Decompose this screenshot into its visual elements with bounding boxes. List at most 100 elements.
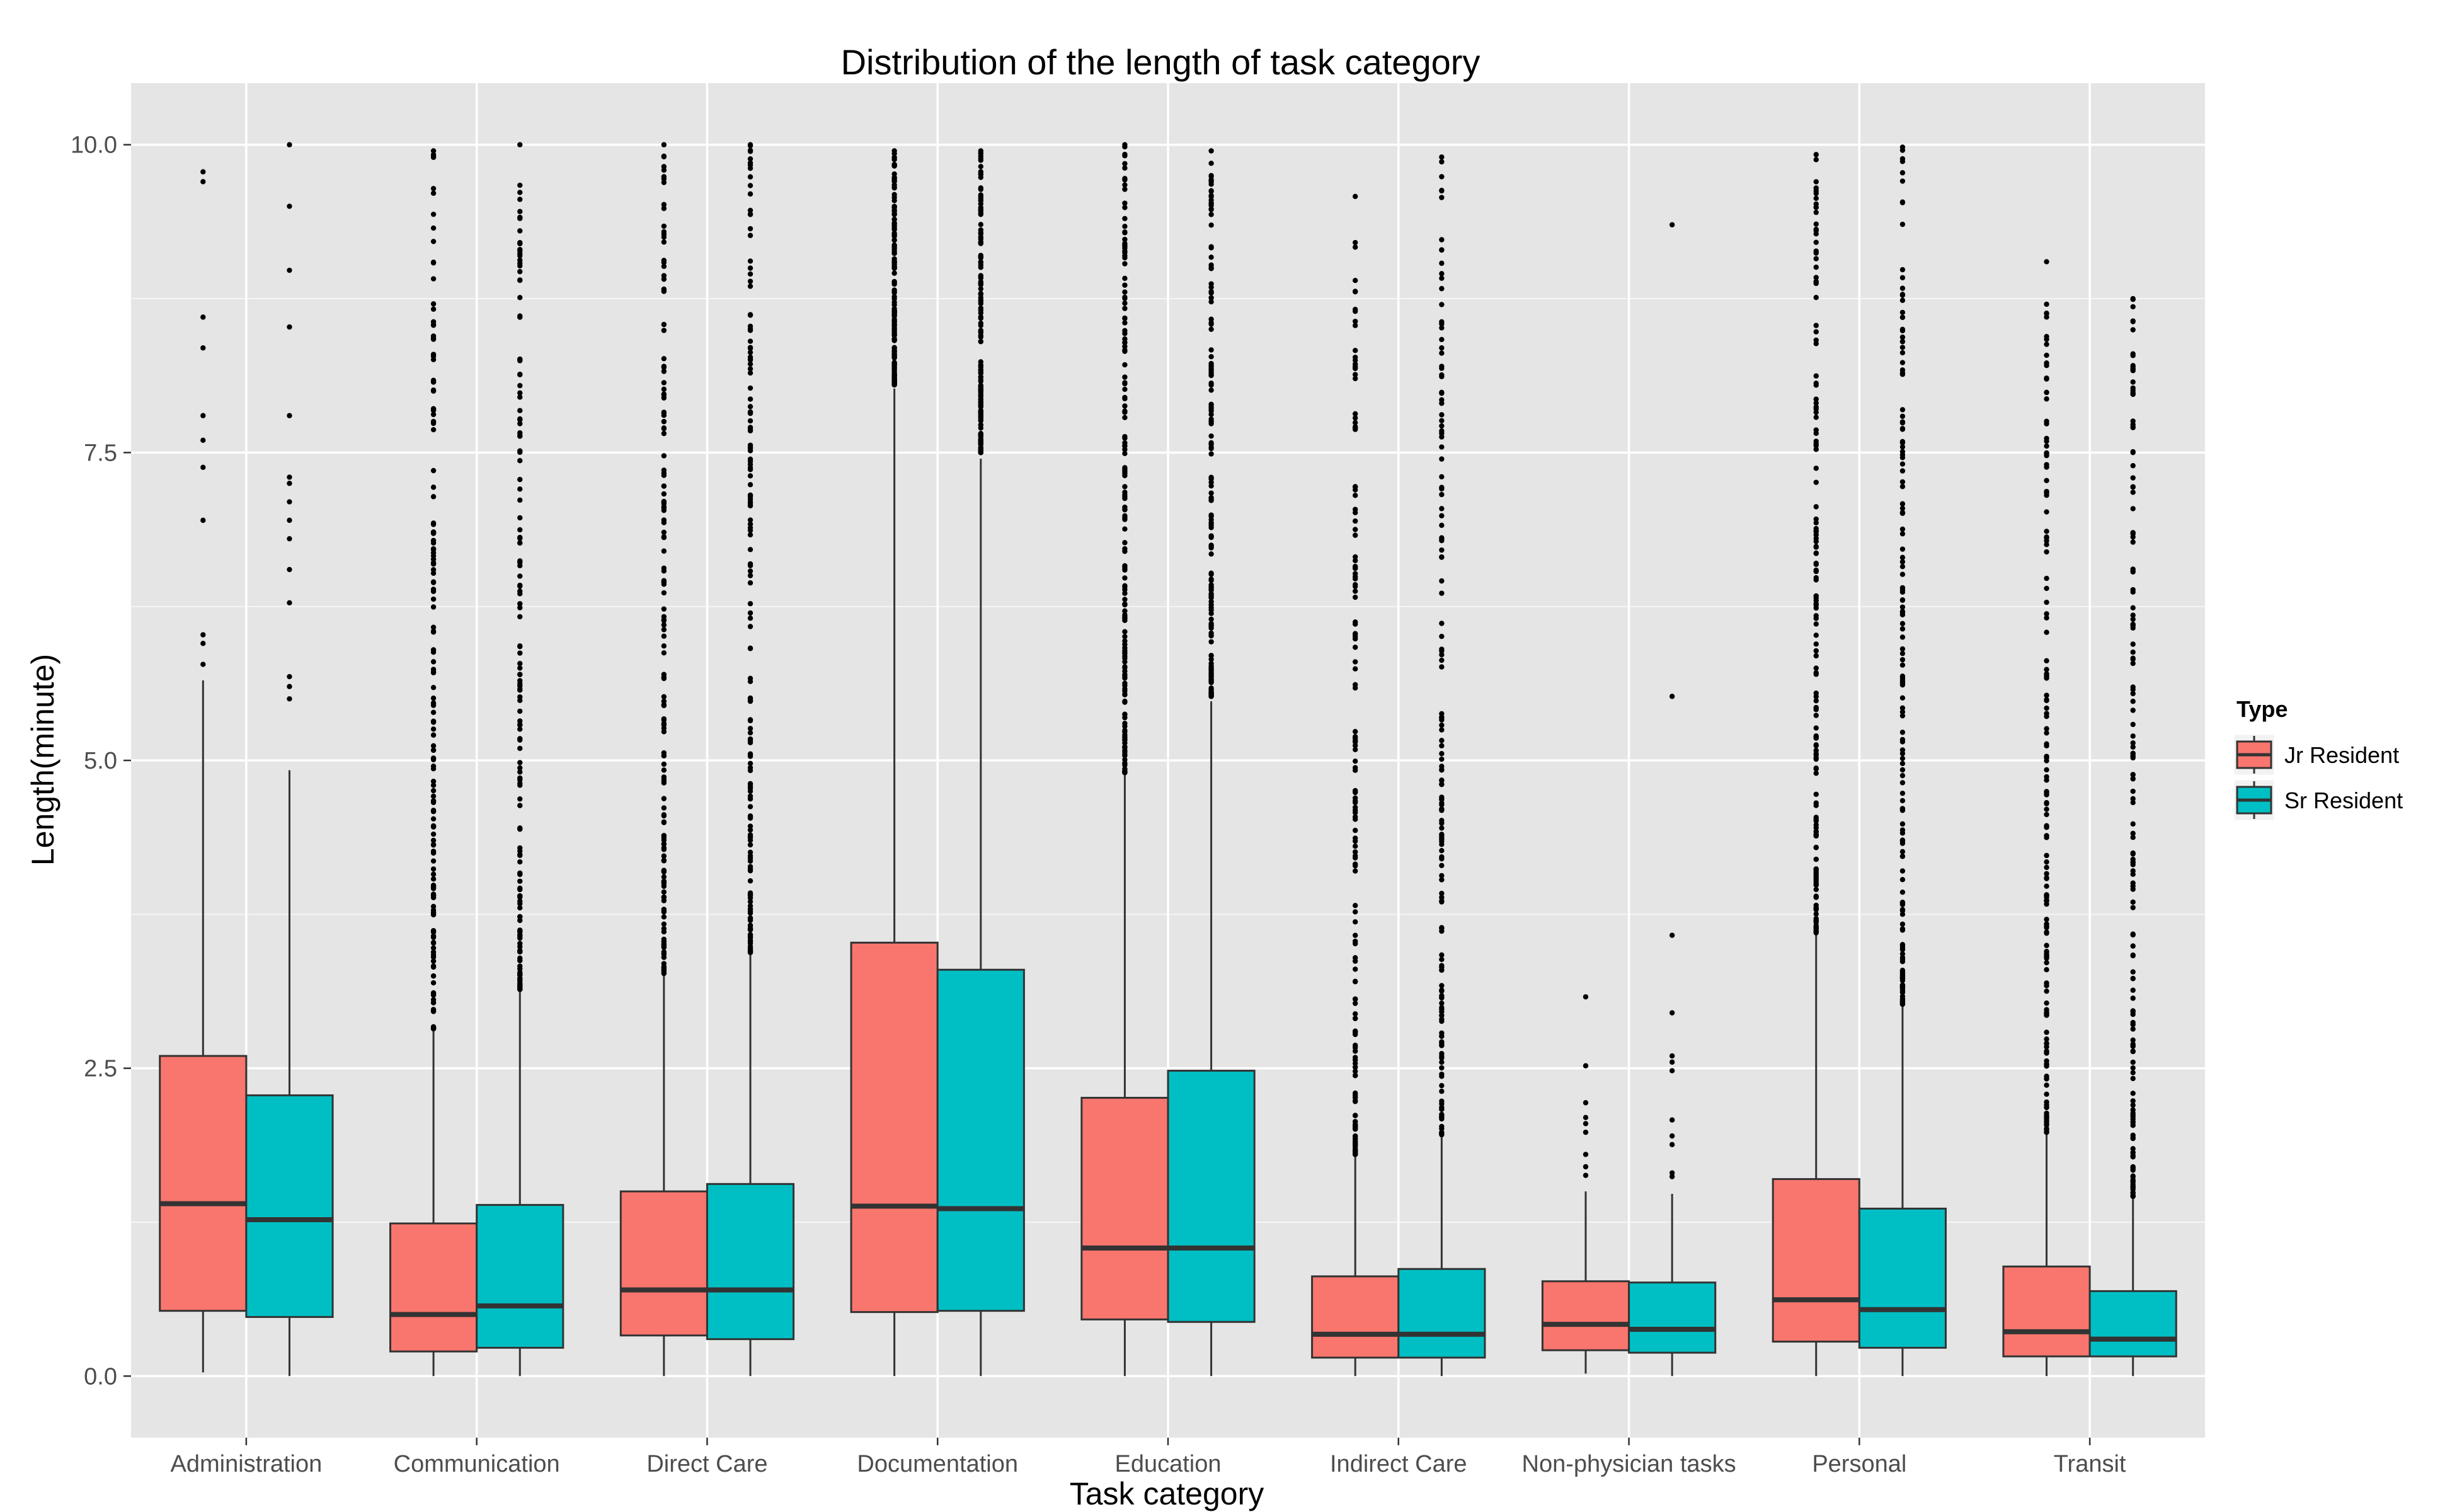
outlier-point	[1899, 345, 1906, 350]
outlier-point	[1899, 501, 1906, 507]
outlier-point	[978, 418, 984, 424]
outlier-point	[747, 926, 753, 932]
outlier-point	[200, 314, 206, 320]
outlier-point	[1352, 728, 1358, 735]
outlier-point	[1899, 413, 1906, 419]
outlier-point	[747, 568, 753, 574]
outlier-point	[1813, 616, 1819, 621]
outlier-point	[2130, 969, 2136, 975]
outlier-point	[747, 726, 753, 731]
outlier-point	[517, 394, 523, 400]
outlier-point	[2044, 575, 2049, 581]
outlier-point	[1352, 747, 1358, 752]
outlier-point	[1122, 490, 1128, 495]
outlier-point	[1583, 1063, 1589, 1068]
outlier-point	[1208, 401, 1214, 407]
outlier-point	[1899, 899, 1906, 905]
outlier-point	[287, 696, 292, 702]
outlier-point	[430, 306, 437, 312]
outlier-point	[1813, 633, 1819, 638]
outlier-point	[517, 686, 523, 692]
outlier-point	[2130, 733, 2136, 739]
outlier-point	[1122, 261, 1128, 266]
outlier-point	[2044, 883, 2049, 889]
outlier-point	[2130, 612, 2136, 618]
outlier-point	[1208, 411, 1214, 417]
outlier-point	[1122, 495, 1128, 501]
outlier-point	[1122, 306, 1128, 311]
outlier-point	[661, 263, 667, 269]
outlier-point	[1122, 711, 1128, 718]
outlier-point	[1352, 1144, 1358, 1150]
outlier-point	[1899, 559, 1906, 564]
outlier-point	[1813, 803, 1819, 808]
outlier-point	[1439, 336, 1445, 343]
outlier-point	[2130, 295, 2136, 302]
outlier-point	[1352, 621, 1358, 627]
outlier-point	[1439, 537, 1445, 544]
outlier-point	[430, 388, 437, 394]
boxes-layer	[159, 142, 2177, 1377]
outlier-point	[2130, 327, 2136, 333]
outlier-point	[517, 248, 523, 254]
outlier-point	[1439, 412, 1445, 418]
outlier-point	[1583, 1114, 1589, 1121]
outlier-point	[661, 223, 667, 229]
axis-ticks: 0.0 2.5 5.0 7.5 10.0 Administration Communicat…	[71, 132, 2126, 1477]
outlier-point	[978, 207, 984, 212]
outlier-point	[661, 874, 667, 880]
box-sr-resident-3	[936, 148, 1025, 1377]
outlier-point	[1813, 641, 1819, 647]
outlier-point	[1208, 534, 1214, 539]
outlier-point	[891, 148, 897, 154]
outlier-point	[1208, 319, 1214, 326]
outlier-point	[2044, 352, 2049, 358]
outlier-point	[1122, 602, 1128, 608]
outlier-point	[1813, 226, 1819, 232]
outlier-point	[978, 379, 984, 384]
outlier-point	[1122, 142, 1128, 147]
outlier-point	[430, 719, 437, 725]
outlier-point	[430, 980, 437, 986]
outlier-point	[1352, 1011, 1358, 1017]
outlier-point	[1122, 415, 1128, 421]
outlier-point	[1899, 947, 1906, 953]
outlier-point	[978, 369, 984, 374]
outlier-point	[661, 286, 667, 292]
outlier-point	[2044, 336, 2049, 342]
outlier-point	[517, 901, 523, 907]
outlier-point	[1208, 578, 1214, 583]
outlier-point	[517, 209, 523, 214]
outlier-point	[2044, 375, 2049, 381]
outlier-point	[2130, 1179, 2136, 1185]
outlier-point	[661, 180, 667, 185]
outlier-point	[1439, 854, 1445, 860]
outlier-point	[661, 606, 667, 612]
outlier-point	[1813, 415, 1819, 420]
outlier-point	[517, 769, 523, 775]
outlier-point	[517, 527, 523, 533]
outlier-point	[1439, 796, 1445, 803]
outlier-point	[517, 765, 523, 771]
outlier-point	[1208, 685, 1214, 691]
outlier-point	[661, 167, 667, 173]
outlier-point	[430, 793, 437, 799]
outlier-point	[661, 276, 667, 282]
outlier-point	[2130, 883, 2136, 889]
outlier-point	[1899, 994, 1906, 999]
outlier-point	[1352, 244, 1358, 250]
outlier-point	[1352, 1028, 1358, 1034]
outlier-point	[747, 278, 753, 284]
outlier-point	[661, 879, 667, 885]
box-rect	[850, 941, 939, 1314]
outlier-point	[2044, 823, 2049, 828]
outlier-point	[1122, 161, 1128, 166]
outlier-point	[1352, 919, 1358, 925]
outlier-point	[747, 675, 753, 682]
outlier-point	[1439, 1131, 1445, 1138]
x-tick-label: Documentation	[857, 1451, 1018, 1477]
outlier-point	[430, 579, 437, 585]
box-jr-resident-8	[2002, 259, 2091, 1377]
outlier-point	[747, 853, 753, 859]
outlier-point	[1899, 440, 1906, 445]
